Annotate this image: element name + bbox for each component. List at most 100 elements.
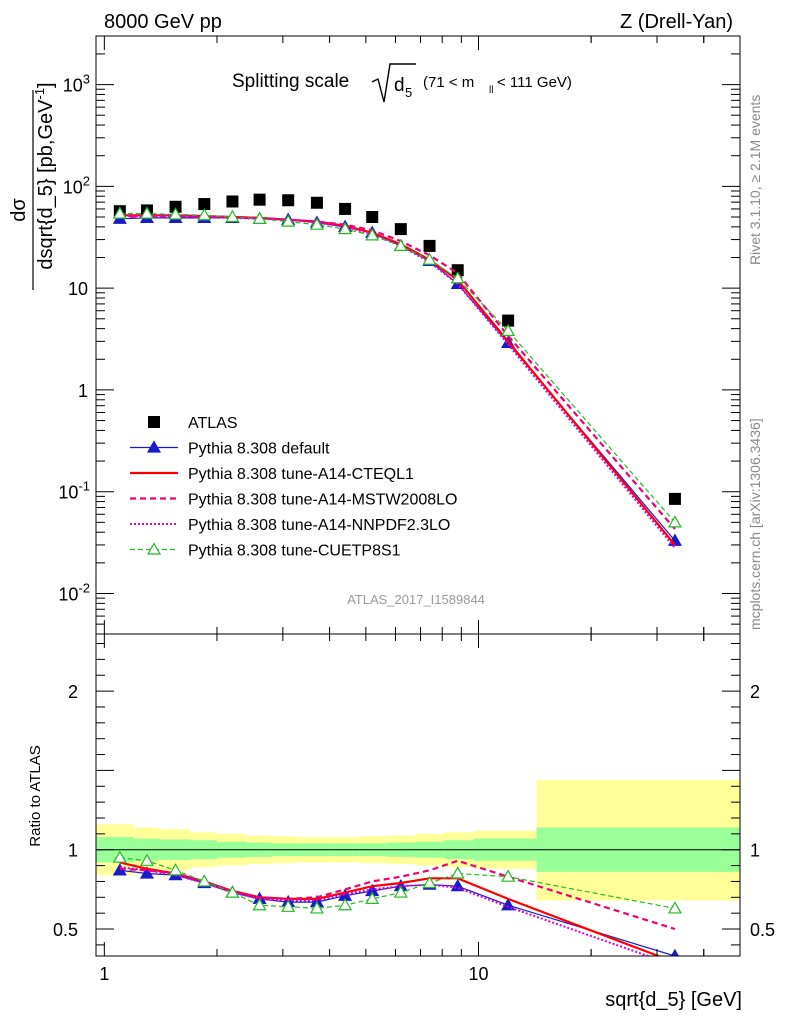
top-marker-pythia-8-308-tune-cuetp8s1 xyxy=(450,271,465,284)
top-marker-pythia-8-308-tune-cuetp8s1 xyxy=(139,206,154,219)
legend-item-pythia-8-308-tune-a14-mstw2008lo: Pythia 8.308 tune-A14-MSTW2008LO xyxy=(130,492,457,509)
top-atlas-point xyxy=(423,239,436,252)
ratio-marker-pythia-8-308-tune-cuetp8s1 xyxy=(112,850,127,863)
legend-marker xyxy=(146,440,162,453)
plot-title: Splitting scale d 5 (71 < m ll < 111 GeV… xyxy=(232,63,572,103)
ratio-uncertainty-bands xyxy=(96,779,740,901)
header-right: Z (Drell-Yan) xyxy=(620,11,733,33)
top-atlas-point xyxy=(169,200,182,213)
ratio-marker-pythia-8-308-tune-cuetp8s1 xyxy=(667,901,682,914)
ratio-marker-pythia-8-308-tune-cuetp8s1 xyxy=(281,899,296,912)
top-marker-pythia-8-308-tune-cuetp8s1 xyxy=(225,209,240,223)
legend-marker xyxy=(148,416,160,428)
top-marker-pythia-8-308-tune-cuetp8s1 xyxy=(667,515,682,528)
top-atlas-point xyxy=(282,194,295,207)
ratio-marker-pythia-8-308-tune-cuetp8s1 xyxy=(393,885,408,898)
legend-item-pythia-8-308-default: Pythia 8.308 default xyxy=(130,440,330,458)
y-tick-label: 1 xyxy=(78,381,88,401)
top-marker-pythia-8-308-tune-cuetp8s1 xyxy=(393,238,408,251)
top-atlas-point xyxy=(451,264,464,277)
top-marker-pythia-8-308-tune-cuetp8s1 xyxy=(168,207,183,220)
top-marker-pythia-8-308-tune-cuetp8s1 xyxy=(501,323,516,337)
ratio-y-tick-label-right: 2 xyxy=(750,682,760,702)
ratio-marker-pythia-8-308-tune-cuetp8s1 xyxy=(252,898,267,911)
ylabel-tail: ] xyxy=(35,82,57,88)
top-atlas-point xyxy=(366,210,379,223)
legend-marker xyxy=(146,542,162,555)
top-marker-pythia-8-308-tune-cuetp8s1 xyxy=(422,252,437,265)
legend-label: Pythia 8.308 tune-CUETP8S1 xyxy=(188,543,401,560)
top-marker-pythia-8-308-tune-cuetp8s1 xyxy=(252,211,267,224)
title-main: Splitting scale xyxy=(232,71,349,92)
analysis-watermark: ATLAS_2017_I1589844 xyxy=(347,592,485,607)
ratio-line-pythia-8-308-tune-a14-mstw2008lo xyxy=(119,859,676,931)
title-range-sub: ll xyxy=(489,85,493,96)
ratio-marker-pythia-8-308-tune-cuetp8s1 xyxy=(338,898,353,911)
ylabel-numerator: dσ xyxy=(8,198,30,222)
legend-label: Pythia 8.308 tune-A14-CTEQL1 xyxy=(188,466,414,483)
ylabel-denominator: dsqrt{d_5} [pb,GeV xyxy=(35,99,57,270)
title-range: (71 < m xyxy=(423,74,474,91)
top-atlas-point xyxy=(310,196,323,209)
ratio-line-pythia-8-308-tune-a14-nnpdf2-3lo xyxy=(119,866,651,956)
legend-label: Pythia 8.308 tune-A14-MSTW2008LO xyxy=(188,492,457,509)
ratio-marker-pythia-8-308-tune-cuetp8s1 xyxy=(422,875,437,889)
top-marker-pythia-8-308-tune-cuetp8s1 xyxy=(365,228,380,241)
ratio-marker-pythia-8-308-tune-cuetp8s1 xyxy=(139,853,154,866)
ratio-marker-pythia-8-308-tune-cuetp8s1 xyxy=(450,866,465,879)
top-atlas-point xyxy=(226,195,239,208)
top-panel-series xyxy=(112,193,682,549)
top-y-axis-label: dσ dsqrt{d_5} [pb,GeV-1] xyxy=(8,82,57,290)
top-atlas-point xyxy=(502,314,515,327)
legend-item-atlas: ATLAS xyxy=(148,415,238,432)
ratio-marker-pythia-8-308-tune-cuetp8s1 xyxy=(168,863,183,876)
legend: ATLAS Pythia 8.308 default Pythia 8.308 tu… xyxy=(130,415,457,560)
top-atlas-point xyxy=(668,492,681,505)
top-atlas-point xyxy=(339,202,352,215)
x-tick-label: 10 xyxy=(468,964,488,984)
legend-item-pythia-8-308-tune-cuetp8s1: Pythia 8.308 tune-CUETP8S1 xyxy=(130,542,401,560)
legend-item-pythia-8-308-tune-a14-cteql1: Pythia 8.308 tune-A14-CTEQL1 xyxy=(130,466,414,483)
legend-item-pythia-8-308-tune-a14-nnpdf2-3lo: Pythia 8.308 tune-A14-NNPDF2.3LO xyxy=(130,517,450,534)
y-tick-label: 103 xyxy=(63,72,90,96)
top-atlas-point xyxy=(198,198,211,211)
ratio-y-tick-label-right: 0.5 xyxy=(750,920,775,940)
top-marker-pythia-8-308-tune-cuetp8s1 xyxy=(112,206,127,219)
header-left: 8000 GeV pp xyxy=(104,11,222,33)
top-line-pythia-8-308-tune-cuetp8s1 xyxy=(119,213,676,523)
x-axis-label: sqrt{d_5} [GeV] xyxy=(605,989,742,1011)
legend-label: Pythia 8.308 default xyxy=(188,441,330,458)
y-tick-label: 10 xyxy=(68,279,88,299)
top-marker-pythia-8-308-tune-cuetp8s1 xyxy=(197,208,212,221)
ratio-y-tick-label-left: 1 xyxy=(68,841,78,861)
title-range-end: < 111 GeV) xyxy=(497,74,572,91)
top-marker-pythia-8-308-tune-cuetp8s1 xyxy=(281,214,296,227)
sqrt-symbol xyxy=(371,63,416,103)
rivet-note: Rivet 3.1.10, ≥ 2.1M events xyxy=(747,95,763,265)
ratio-y-axis-label: Ratio to ATLAS xyxy=(27,745,44,846)
ylabel-exponent: -1 xyxy=(32,88,47,100)
y-tick-label: 102 xyxy=(63,173,90,197)
ratio-panel-axes: 1 10 0.5 0.5 1 1 2 2 xyxy=(53,634,775,984)
ratio-marker-pythia-8-308-tune-cuetp8s1 xyxy=(309,901,324,914)
y-tick-label: 10-1 xyxy=(58,479,90,503)
y-tick-label: 10-2 xyxy=(58,580,90,604)
top-marker-pythia-8-308-tune-cuetp8s1 xyxy=(309,217,324,230)
ratio-marker-pythia-8-308-tune-cuetp8s1 xyxy=(197,874,212,887)
x-tick-label: 1 xyxy=(99,964,109,984)
legend-label: ATLAS xyxy=(188,415,238,432)
legend-label: Pythia 8.308 tune-A14-NNPDF2.3LO xyxy=(188,517,450,534)
ratio-series xyxy=(112,850,682,956)
title-sqrt-var: d xyxy=(394,75,405,96)
mcplots-note: mcplots.cern.ch [arXiv:1306.3436] xyxy=(747,418,763,630)
ratio-marker-pythia-8-308-tune-cuetp8s1 xyxy=(501,869,516,882)
top-atlas-point xyxy=(394,223,407,236)
ratio-y-tick-label-right: 1 xyxy=(750,841,760,861)
svg-text:dsqrt{d_5} [pb,GeV-1]: dsqrt{d_5} [pb,GeV-1] xyxy=(32,82,57,269)
ratio-line-pythia-8-308-tune-cuetp8s1 xyxy=(119,857,676,910)
ratio-y-tick-label-left: 2 xyxy=(68,682,78,702)
ratio-y-tick-label-left: 0.5 xyxy=(53,920,78,940)
ratio-marker-pythia-8-308-tune-cuetp8s1 xyxy=(225,885,240,898)
